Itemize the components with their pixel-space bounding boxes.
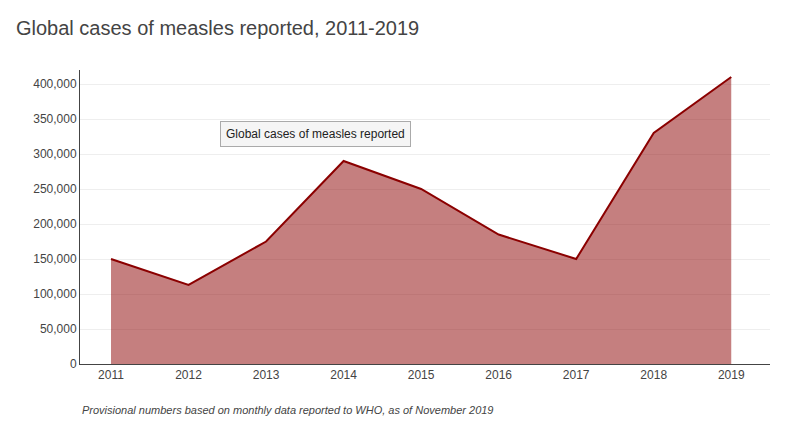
svg-text:2011: 2011 bbox=[98, 368, 124, 382]
svg-text:2017: 2017 bbox=[563, 368, 590, 382]
svg-text:300,000: 300,000 bbox=[33, 147, 77, 161]
svg-text:2016: 2016 bbox=[485, 368, 512, 382]
svg-text:2019: 2019 bbox=[718, 368, 745, 382]
svg-text:50,000: 50,000 bbox=[40, 322, 77, 336]
svg-text:400,000: 400,000 bbox=[33, 77, 77, 91]
svg-text:100,000: 100,000 bbox=[33, 287, 77, 301]
svg-text:2018: 2018 bbox=[640, 368, 667, 382]
svg-text:Global cases of measles report: Global cases of measles reported, 2011-2… bbox=[16, 17, 419, 39]
svg-text:150,000: 150,000 bbox=[33, 252, 77, 266]
svg-text:200,000: 200,000 bbox=[33, 217, 77, 231]
svg-text:Global cases of measles report: Global cases of measles reported bbox=[226, 127, 405, 141]
svg-text:2014: 2014 bbox=[330, 368, 357, 382]
svg-text:Provisional numbers based on m: Provisional numbers based on monthly dat… bbox=[82, 404, 494, 416]
svg-text:2012: 2012 bbox=[175, 368, 202, 382]
svg-text:2015: 2015 bbox=[408, 368, 435, 382]
svg-text:250,000: 250,000 bbox=[33, 182, 77, 196]
svg-text:0: 0 bbox=[70, 357, 77, 371]
svg-text:2013: 2013 bbox=[253, 368, 280, 382]
svg-text:350,000: 350,000 bbox=[33, 112, 77, 126]
